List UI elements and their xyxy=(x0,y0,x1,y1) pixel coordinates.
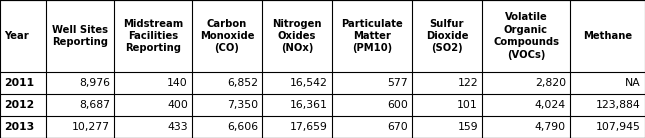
Text: 400: 400 xyxy=(167,100,188,110)
Text: 16,361: 16,361 xyxy=(290,100,328,110)
Text: 600: 600 xyxy=(387,100,408,110)
Text: 433: 433 xyxy=(167,122,188,132)
Text: Nitrogen
Oxides
(NOx): Nitrogen Oxides (NOx) xyxy=(272,19,322,53)
Text: Methane: Methane xyxy=(583,31,632,41)
Text: 2012: 2012 xyxy=(4,100,34,110)
Text: 8,976: 8,976 xyxy=(79,78,110,88)
Text: 101: 101 xyxy=(457,100,478,110)
Text: 140: 140 xyxy=(167,78,188,88)
Text: NA: NA xyxy=(625,78,641,88)
Text: 2013: 2013 xyxy=(4,122,34,132)
Text: 107,945: 107,945 xyxy=(596,122,641,132)
Text: 2,820: 2,820 xyxy=(535,78,566,88)
Text: 4,790: 4,790 xyxy=(535,122,566,132)
Text: 4,024: 4,024 xyxy=(535,100,566,110)
Text: 7,350: 7,350 xyxy=(227,100,258,110)
Text: 123,884: 123,884 xyxy=(596,100,641,110)
Text: Sulfur
Dioxide
(SO2): Sulfur Dioxide (SO2) xyxy=(426,19,468,53)
Text: Particulate
Matter
(PM10): Particulate Matter (PM10) xyxy=(341,19,403,53)
Text: 6,852: 6,852 xyxy=(227,78,258,88)
Text: 16,542: 16,542 xyxy=(290,78,328,88)
Text: Year: Year xyxy=(4,31,29,41)
Text: 2011: 2011 xyxy=(4,78,34,88)
Text: 6,606: 6,606 xyxy=(227,122,258,132)
Text: 577: 577 xyxy=(388,78,408,88)
Text: Well Sites
Reporting: Well Sites Reporting xyxy=(52,25,108,47)
Text: 8,687: 8,687 xyxy=(79,100,110,110)
Text: 17,659: 17,659 xyxy=(290,122,328,132)
Text: 159: 159 xyxy=(457,122,478,132)
Text: 670: 670 xyxy=(387,122,408,132)
Text: 10,277: 10,277 xyxy=(72,122,110,132)
Text: Volatile
Organic
Compounds
(VOCs): Volatile Organic Compounds (VOCs) xyxy=(493,12,559,60)
Text: Carbon
Monoxide
(CO): Carbon Monoxide (CO) xyxy=(200,19,254,53)
Text: Midstream
Facilities
Reporting: Midstream Facilities Reporting xyxy=(123,19,183,53)
Text: 122: 122 xyxy=(457,78,478,88)
